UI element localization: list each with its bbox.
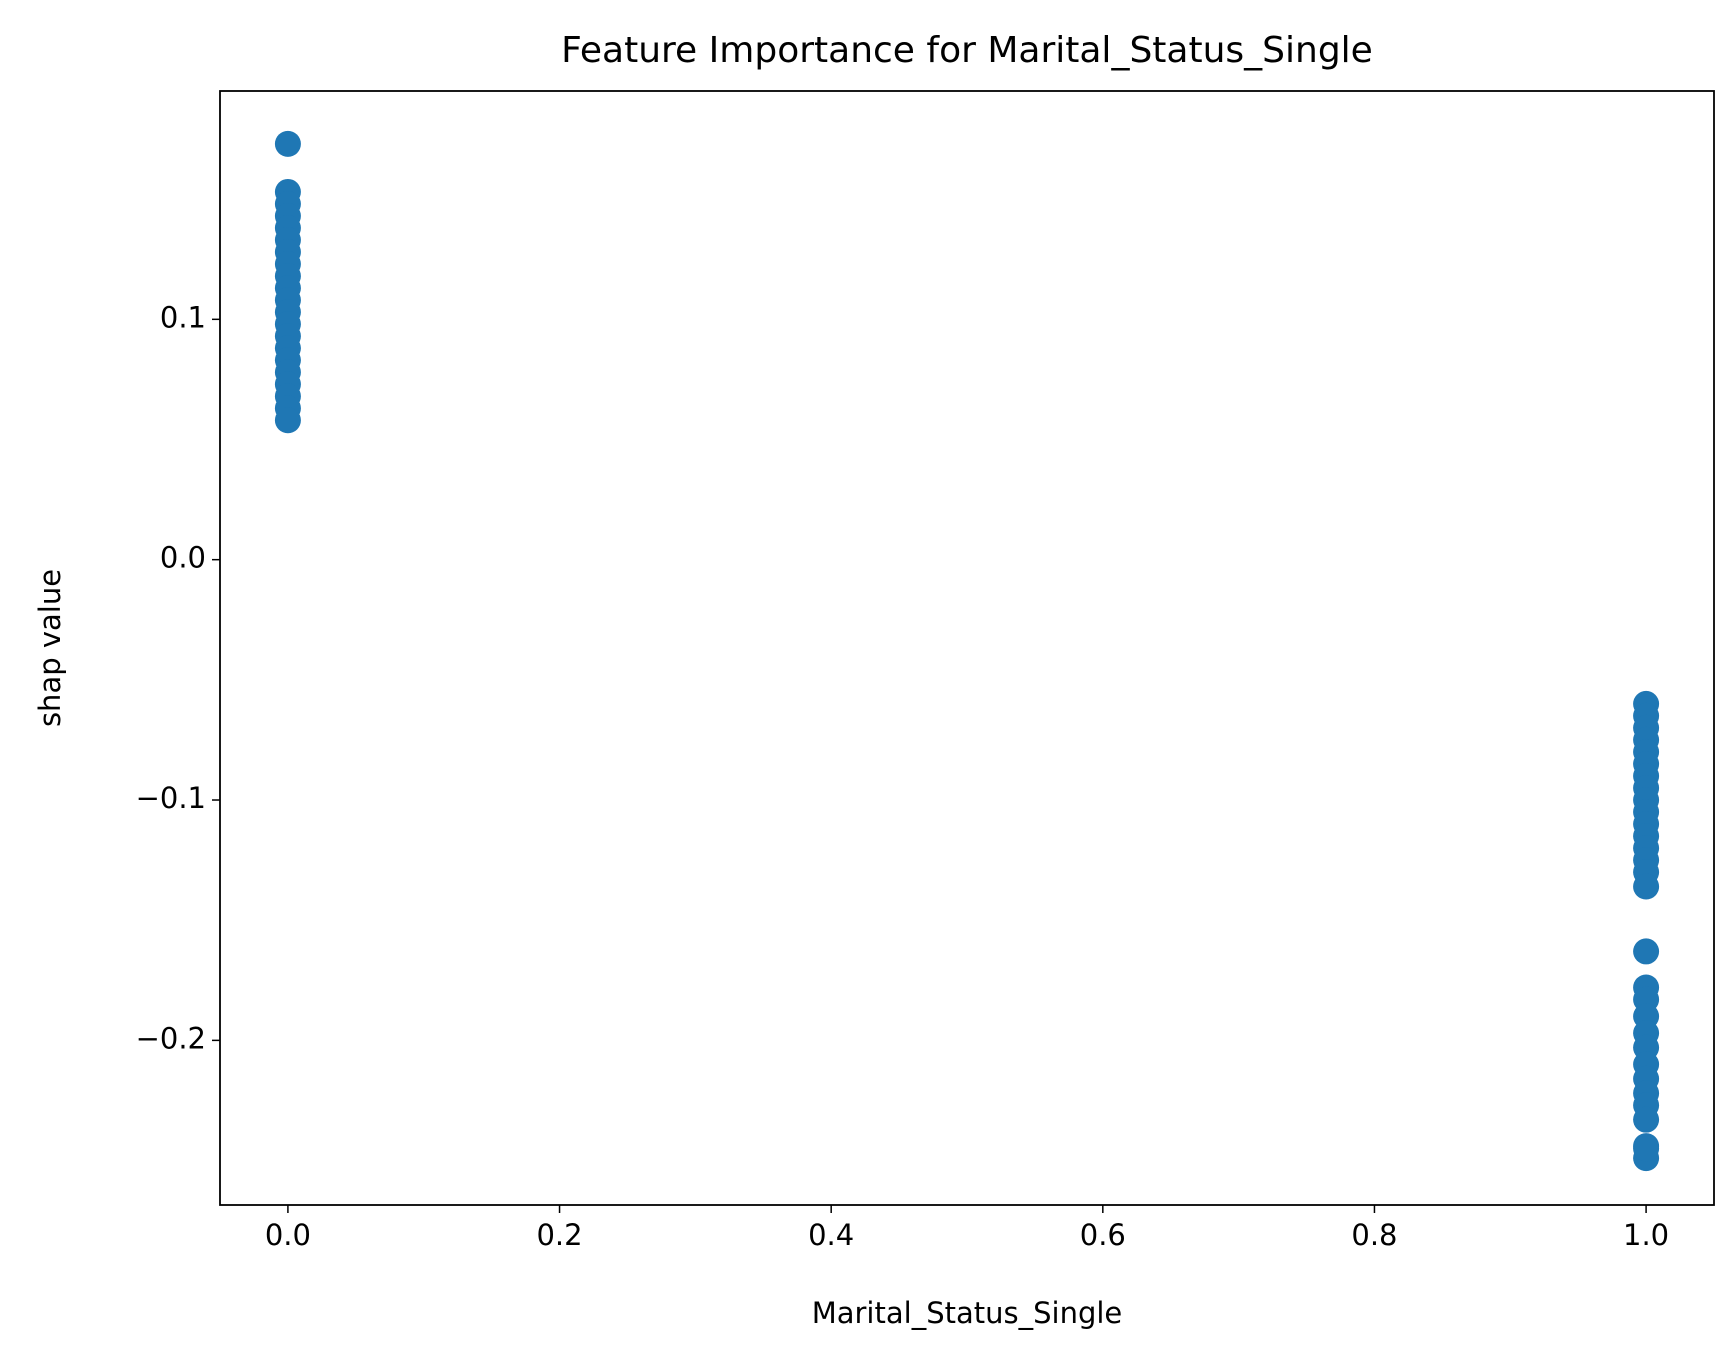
y-tick-label: −0.2 xyxy=(136,1021,206,1055)
x-tick-label: 0.6 xyxy=(1080,1218,1126,1252)
x-tick-label: 0.8 xyxy=(1351,1218,1397,1252)
x-tick-label: 0.4 xyxy=(808,1218,854,1252)
y-tick-label: −0.1 xyxy=(136,781,206,815)
x-tick-label: 1.0 xyxy=(1623,1218,1669,1252)
y-axis-label: shap value xyxy=(33,569,67,727)
point xyxy=(1633,873,1660,900)
point xyxy=(274,130,301,157)
point xyxy=(1633,1106,1660,1133)
x-axis-label: Marital_Status_Single xyxy=(812,1296,1123,1330)
chart-title: Feature Importance for Marital_Status_Si… xyxy=(561,30,1373,71)
plot-frame xyxy=(219,90,1715,1206)
point xyxy=(1633,1135,1660,1162)
point xyxy=(274,407,301,434)
point xyxy=(1633,938,1660,965)
x-tick-label: 0.2 xyxy=(536,1218,582,1252)
y-tick-label: 0.0 xyxy=(160,541,206,575)
y-tick-label: 0.1 xyxy=(160,300,206,334)
x-tick-label: 0.0 xyxy=(265,1218,311,1252)
